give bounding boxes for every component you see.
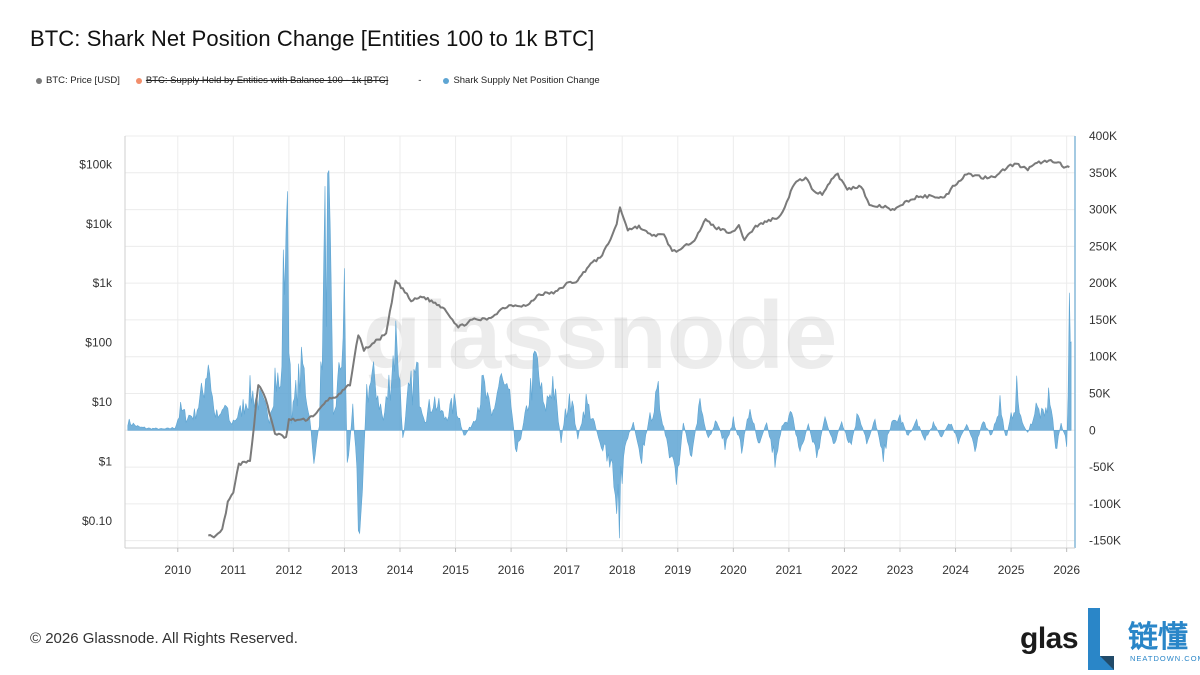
x-axis-tick-label: 2026	[1053, 563, 1080, 577]
legend: BTC: Price [USD] BTC: Supply Held by Ent…	[36, 75, 616, 86]
legend-item-supply[interactable]: BTC: Supply Held by Entities with Balanc…	[135, 75, 389, 86]
x-axis-tick-label: 2011	[220, 563, 246, 577]
right-axis-tick-label: 100K	[1089, 350, 1117, 364]
brand-sub-text: NEATDOWN.COM	[1130, 654, 1200, 663]
left-axis-tick-label: $1	[99, 454, 113, 468]
brand-logo-text: glas	[1020, 622, 1079, 655]
x-axis-tick-label: 2012	[276, 563, 303, 577]
watermark-text: glassnode	[363, 282, 838, 389]
right-axis-tick-label: -50K	[1089, 460, 1114, 474]
x-axis-tick-label: 2023	[887, 563, 914, 577]
x-axis-tick-label: 2016	[498, 563, 525, 577]
right-axis-tick-label: 400K	[1089, 129, 1117, 143]
legend-label-supply: BTC: Supply Held by Entities with Balanc…	[145, 75, 389, 86]
right-axis-tick-label: -100K	[1089, 497, 1121, 511]
right-axis-tick-label: 300K	[1089, 203, 1117, 217]
brand-logo: glas 链懂 NEATDOWN.COM	[1020, 608, 1200, 670]
x-axis-tick-label: 2010	[164, 563, 191, 577]
x-axis-tick-label: 2014	[387, 563, 414, 577]
x-axis-tick-label: 2022	[831, 563, 858, 577]
left-axis-tick-label: $100k	[79, 157, 113, 171]
chart-title: BTC: Shark Net Position Change [Entities…	[30, 26, 595, 51]
legend-dot-supply-icon	[135, 77, 142, 84]
left-axis-tick-label: $0.10	[82, 514, 112, 528]
legend-dot-net-position-icon	[443, 77, 450, 84]
right-axis-tick-label: 350K	[1089, 166, 1117, 180]
x-axis-tick-label: 2018	[609, 563, 636, 577]
x-axis-tick-label: 2020	[720, 563, 747, 577]
legend-item-net-position[interactable]: Shark Supply Net Position Change	[443, 75, 600, 86]
right-axis-tick-label: 250K	[1089, 239, 1117, 253]
x-axis-tick-label: 2013	[331, 563, 358, 577]
right-axis-tick-label: -150K	[1089, 534, 1121, 548]
series-net-position-area	[127, 170, 1072, 539]
right-axis-tick-label: 200K	[1089, 276, 1117, 290]
left-axis-tick-label: $100	[85, 336, 112, 350]
x-axis-tick-label: 2021	[776, 563, 803, 577]
x-axis-tick-label: 2024	[942, 563, 969, 577]
copyright-footer: © 2026 Glassnode. All Rights Reserved.	[30, 630, 298, 647]
x-axis-tick-label: 2025	[998, 563, 1025, 577]
brand-cn-text: 链懂	[1128, 621, 1188, 654]
left-axis-tick-label: $1k	[93, 276, 113, 290]
legend-dot-price-icon	[36, 77, 42, 84]
left-axis-tick-label: $10	[92, 395, 112, 409]
x-axis-tick-label: 2015	[442, 563, 469, 577]
x-axis-tick-label: 2019	[664, 563, 691, 577]
right-axis-tick-label: 0	[1089, 423, 1096, 437]
x-axis-tick-label: 2017	[553, 563, 580, 577]
legend-item-price[interactable]: BTC: Price [USD]	[36, 75, 120, 86]
legend-separator: -	[418, 75, 422, 86]
right-axis-tick-label: 50K	[1089, 387, 1110, 401]
brand-l-mark-icon	[1088, 608, 1114, 670]
legend-label-net-position: Shark Supply Net Position Change	[453, 75, 600, 86]
right-axis-tick-label: 150K	[1089, 313, 1117, 327]
series-price-line	[207, 159, 1070, 539]
legend-label-price: BTC: Price [USD]	[46, 75, 120, 86]
left-axis-tick-label: $10k	[86, 217, 113, 231]
